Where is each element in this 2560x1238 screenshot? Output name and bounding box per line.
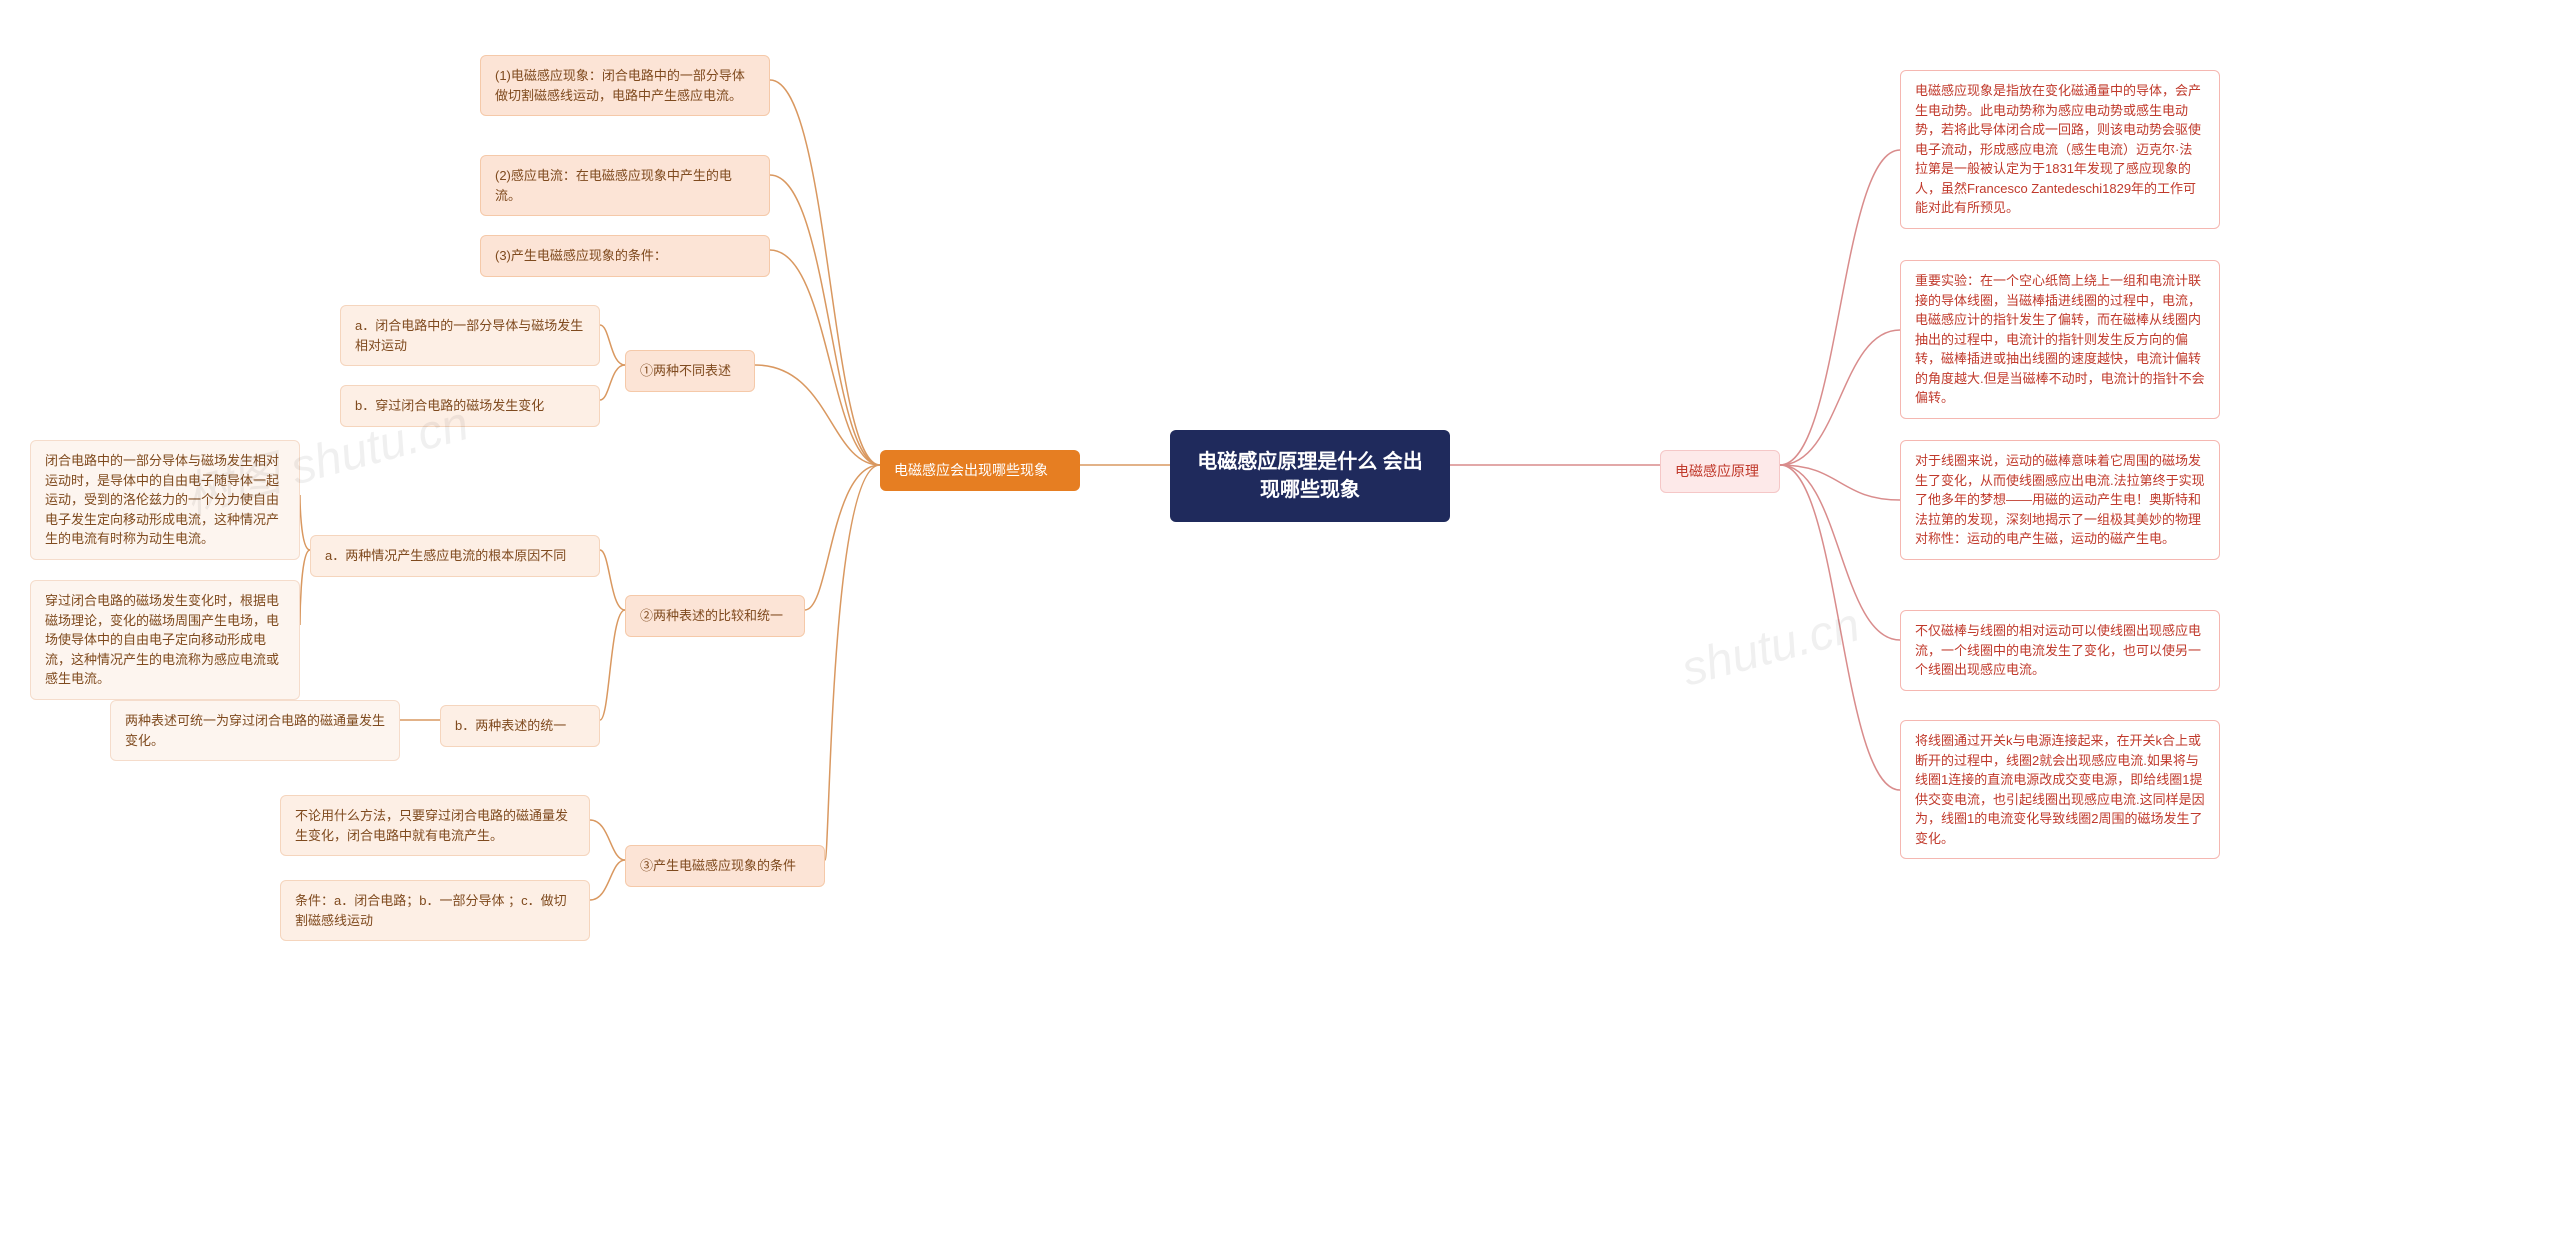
watermark: shutu.cn bbox=[1676, 597, 1866, 697]
left-l3-1: b．穿过闭合电路的磁场发生变化 bbox=[340, 385, 600, 427]
left-l3-0: a．闭合电路中的一部分导体与磁场发生相对运动 bbox=[340, 305, 600, 366]
left-l4-0: 闭合电路中的一部分导体与磁场发生相对运动时，是导体中的自由电子随导体一起运动，受… bbox=[30, 440, 300, 560]
left-l2-3: ①两种不同表述 bbox=[625, 350, 755, 392]
left-branch: 电磁感应会出现哪些现象 bbox=[880, 450, 1080, 491]
connector bbox=[600, 365, 625, 400]
connector bbox=[1780, 150, 1900, 465]
connector bbox=[600, 325, 625, 365]
left-l2-5: ③产生电磁感应现象的条件 bbox=[625, 845, 825, 887]
connector bbox=[755, 365, 880, 465]
right-leaf-1: 重要实验：在一个空心纸筒上绕上一组和电流计联接的导体线圈，当磁棒插进线圈的过程中… bbox=[1900, 260, 2220, 419]
left-l4-2: 两种表述可统一为穿过闭合电路的磁通量发生变化。 bbox=[110, 700, 400, 761]
connector bbox=[1780, 330, 1900, 465]
connector bbox=[600, 610, 625, 720]
connector bbox=[805, 465, 880, 610]
left-l2-2: (3)产生电磁感应现象的条件： bbox=[480, 235, 770, 277]
connector bbox=[825, 465, 880, 860]
connector bbox=[1780, 465, 1900, 790]
connector bbox=[770, 80, 880, 465]
left-l2-4: ②两种表述的比较和统一 bbox=[625, 595, 805, 637]
right-leaf-0: 电磁感应现象是指放在变化磁通量中的导体，会产生电动势。此电动势称为感应电动势或感… bbox=[1900, 70, 2220, 229]
connector bbox=[590, 860, 625, 900]
right-leaf-2: 对于线圈来说，运动的磁棒意味着它周围的磁场发生了变化，从而使线圈感应出电流.法拉… bbox=[1900, 440, 2220, 560]
right-leaf-3: 不仅磁棒与线圈的相对运动可以使线圈出现感应电流，一个线圈中的电流发生了变化，也可… bbox=[1900, 610, 2220, 691]
connector bbox=[300, 550, 310, 625]
connector bbox=[1780, 465, 1900, 640]
connector bbox=[770, 175, 880, 465]
left-l3-5: 条件：a．闭合电路；b．一部分导体 ；c．做切割磁感线运动 bbox=[280, 880, 590, 941]
right-leaf-4: 将线圈通过开关k与电源连接起来，在开关k合上或断开的过程中，线圈2就会出现感应电… bbox=[1900, 720, 2220, 859]
left-l3-4: 不论用什么方法，只要穿过闭合电路的磁通量发生变化，闭合电路中就有电流产生。 bbox=[280, 795, 590, 856]
root-node: 电磁感应原理是什么 会出 现哪些现象 bbox=[1170, 430, 1450, 522]
left-l2-0: (1)电磁感应现象：闭合电路中的一部分导体做切割磁感线运动，电路中产生感应电流。 bbox=[480, 55, 770, 116]
connector bbox=[600, 550, 625, 610]
left-l3-3: b．两种表述的统一 bbox=[440, 705, 600, 747]
left-l3-2: a．两种情况产生感应电流的根本原因不同 bbox=[310, 535, 600, 577]
connector bbox=[590, 820, 625, 860]
connector bbox=[770, 250, 880, 465]
right-branch: 电磁感应原理 bbox=[1660, 450, 1780, 493]
connector bbox=[300, 495, 310, 550]
left-l4-1: 穿过闭合电路的磁场发生变化时，根据电磁场理论，变化的磁场周围产生电场，电场使导体… bbox=[30, 580, 300, 700]
connector bbox=[1780, 465, 1900, 500]
left-l2-1: (2)感应电流：在电磁感应现象中产生的电流。 bbox=[480, 155, 770, 216]
